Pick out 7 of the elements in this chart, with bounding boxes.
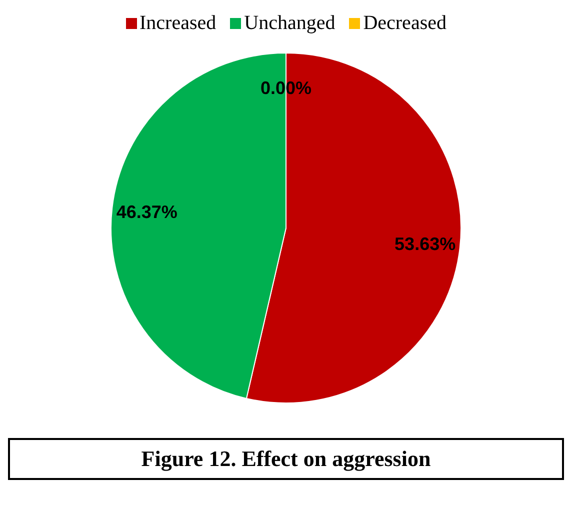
legend-label: Decreased xyxy=(363,12,446,34)
data-label: 53.63% xyxy=(394,234,456,254)
caption: Figure 12. Effect on aggression xyxy=(8,438,564,480)
legend-label: Increased xyxy=(140,12,216,34)
legend-label: Unchanged xyxy=(244,12,336,34)
text: 0.00% xyxy=(260,78,312,98)
data-label: 46.37% xyxy=(116,202,178,222)
